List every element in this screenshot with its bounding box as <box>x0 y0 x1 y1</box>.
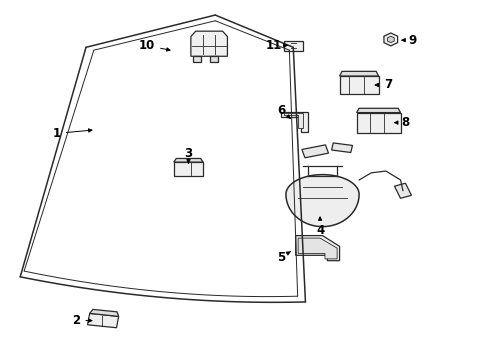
Polygon shape <box>386 36 393 42</box>
Polygon shape <box>281 112 307 132</box>
Text: 6: 6 <box>276 104 289 118</box>
Polygon shape <box>173 158 203 162</box>
Text: 10: 10 <box>139 39 170 52</box>
Polygon shape <box>173 162 203 176</box>
Polygon shape <box>298 238 336 259</box>
Polygon shape <box>283 113 303 128</box>
Polygon shape <box>87 314 119 328</box>
Text: 5: 5 <box>276 251 290 264</box>
Text: 11: 11 <box>265 39 287 52</box>
Polygon shape <box>331 143 352 153</box>
Text: 9: 9 <box>401 33 416 47</box>
Polygon shape <box>89 309 119 316</box>
Polygon shape <box>339 71 378 76</box>
Polygon shape <box>383 33 397 46</box>
Polygon shape <box>210 56 217 62</box>
Polygon shape <box>283 41 303 50</box>
Polygon shape <box>356 113 400 133</box>
Polygon shape <box>339 76 378 94</box>
Text: 1: 1 <box>53 127 92 140</box>
Polygon shape <box>295 235 339 261</box>
Text: 4: 4 <box>315 217 324 237</box>
Polygon shape <box>394 183 410 198</box>
Text: 3: 3 <box>184 147 192 163</box>
Text: 2: 2 <box>72 314 92 327</box>
Polygon shape <box>285 175 358 226</box>
Polygon shape <box>193 56 200 62</box>
Polygon shape <box>190 31 227 56</box>
Text: 8: 8 <box>394 116 408 129</box>
Text: 7: 7 <box>374 78 391 91</box>
Polygon shape <box>356 108 400 113</box>
Polygon shape <box>301 145 328 158</box>
